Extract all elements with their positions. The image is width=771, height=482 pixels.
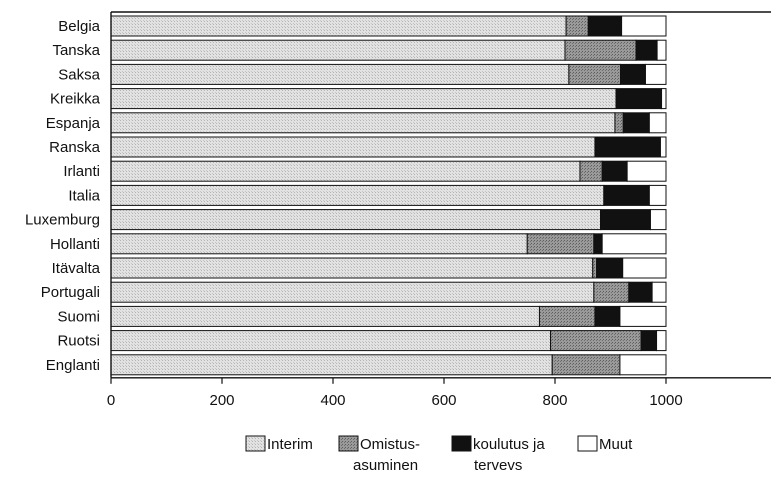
bar-segment-interim	[110, 233, 528, 255]
legend-swatch-koulutus	[451, 435, 472, 452]
category-label: Italia	[68, 187, 100, 204]
bar-segment-koulutus	[640, 330, 658, 352]
bar-segment-interim	[110, 160, 581, 182]
category-label: Saksa	[58, 66, 100, 83]
legend: Interim Omistus- asuminen koulutus ja te…	[245, 435, 633, 474]
category-label: Ranska	[49, 139, 101, 156]
bar-segment-omistus	[565, 15, 589, 37]
bar-segment-omistus	[526, 233, 595, 255]
legend-label-omistus: Omistus- asuminen	[353, 436, 424, 474]
bar-segment-interim	[110, 88, 617, 110]
legend-swatch-interim	[245, 435, 266, 452]
legend-label-omistus-line1: Omistus-	[360, 436, 420, 453]
category-label: Luxemburg	[25, 212, 100, 229]
bar-segment-muut	[619, 354, 667, 376]
bar-segment-interim	[110, 112, 616, 134]
x-tick-label: 0	[107, 392, 115, 409]
bar-segment-muut	[626, 160, 667, 182]
bar-segment-muut	[661, 88, 667, 110]
bar-segment-omistus	[614, 112, 624, 134]
bar-segment-koulutus	[593, 233, 603, 255]
category-label: Kreikka	[50, 91, 101, 108]
bar-segment-koulutus	[619, 63, 646, 85]
bar-segment-muut	[619, 305, 667, 327]
legend-item-muut: Muut	[577, 435, 633, 453]
legend-label-koulutus-line1: koulutus ja	[473, 436, 545, 453]
bar-segment-koulutus	[594, 136, 661, 158]
bar-segment-muut	[644, 63, 667, 85]
legend-label-muut: Muut	[599, 436, 633, 453]
category-label: Ruotsi	[57, 333, 100, 350]
legend-item-koulutus: koulutus ja tervevs	[451, 435, 549, 474]
bar-segment-muut	[656, 330, 667, 352]
bar-segment-koulutus	[615, 88, 663, 110]
bar-segment-koulutus	[601, 160, 628, 182]
bar-segment-interim	[110, 330, 552, 352]
category-label: Irlanti	[63, 163, 100, 180]
bar-segment-interim	[110, 39, 566, 61]
bar-segment-omistus	[579, 160, 603, 182]
x-tick-label: 400	[320, 392, 345, 409]
bar-segment-omistus	[593, 281, 630, 303]
bar-segment-muut	[651, 281, 667, 303]
category-label: Portugali	[41, 284, 100, 301]
bar-segment-muut	[601, 233, 667, 255]
bar-segment-muut	[621, 15, 667, 37]
bar-segment-muut	[649, 209, 667, 231]
category-labels: Belgia Tanska Saksa Kreikka Espanja Ranska Irl…	[25, 18, 101, 374]
bar-segment-koulutus	[600, 209, 651, 231]
bar-segment-omistus	[550, 330, 642, 352]
category-label: Hollanti	[50, 236, 100, 253]
x-tick-labels: 0 200 400 600 800 1000	[107, 392, 683, 409]
legend-label-interim: Interim	[267, 436, 313, 453]
bar-segment-muut	[659, 136, 667, 158]
x-tick-label: 800	[542, 392, 567, 409]
bar-segment-interim	[110, 184, 605, 206]
bar-segment-koulutus	[587, 15, 623, 37]
bar-segment-muut	[648, 184, 667, 206]
bar-segment-interim	[110, 209, 602, 231]
legend-item-omistus: Omistus- asuminen	[338, 435, 424, 474]
bar-segment-interim	[110, 354, 553, 376]
x-tick-label: 200	[209, 392, 234, 409]
legend-item-interim: Interim	[245, 435, 313, 453]
category-label: Englanti	[46, 357, 100, 374]
category-label: Espanja	[46, 115, 101, 132]
bar-segment-koulutus	[622, 112, 650, 134]
category-label: Tanska	[52, 42, 100, 59]
x-tick-label: 600	[431, 392, 456, 409]
bar-segment-koulutus	[603, 184, 650, 206]
x-tick-label: 1000	[649, 392, 682, 409]
category-label: Suomi	[57, 308, 100, 325]
bar-segment-omistus	[538, 305, 596, 327]
bar-segment-koulutus	[594, 305, 621, 327]
bar-segment-interim	[110, 136, 596, 158]
axis-layer	[110, 11, 771, 384]
category-label: Itävalta	[52, 260, 101, 277]
bar-segment-omistus	[592, 257, 598, 279]
legend-label-omistus-line2: asuminen	[353, 457, 418, 474]
bar-segment-interim	[110, 15, 567, 37]
bar-segment-interim	[110, 281, 595, 303]
bar-segment-omistus	[551, 354, 621, 376]
bar-segment-omistus	[568, 63, 621, 85]
bar-segment-interim	[110, 63, 570, 85]
bars-layer	[110, 15, 667, 376]
bar-segment-muut	[648, 112, 667, 134]
legend-swatch-muut	[577, 435, 598, 452]
bar-segment-muut	[622, 257, 667, 279]
bar-segment-koulutus	[635, 39, 658, 61]
legend-swatch-omistus	[338, 435, 359, 452]
bar-segment-koulutus	[628, 281, 653, 303]
bar-segment-interim	[110, 257, 594, 279]
legend-label-koulutus-line2: tervevs	[474, 457, 522, 474]
legend-label-koulutus: koulutus ja tervevs	[473, 436, 549, 474]
bar-segment-interim	[110, 305, 540, 327]
bar-segment-muut	[656, 39, 667, 61]
category-label: Belgia	[58, 18, 100, 35]
bar-segment-omistus	[564, 39, 637, 61]
bar-segment-koulutus	[596, 257, 624, 279]
